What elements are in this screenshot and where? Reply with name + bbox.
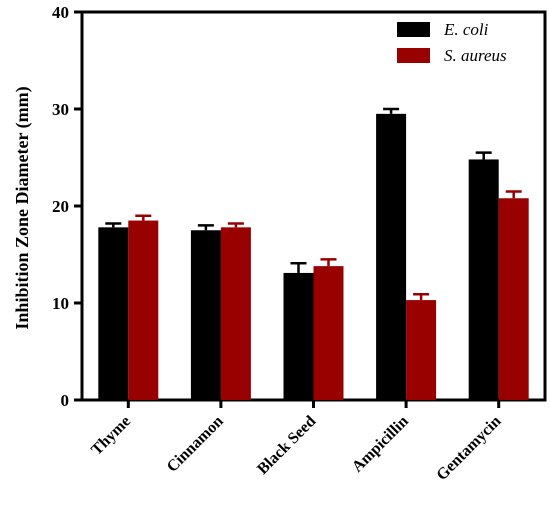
x-tick-label: Thyme — [88, 413, 134, 459]
legend: E. coli S. aureus — [397, 20, 507, 65]
bar-s-aureus — [406, 300, 437, 400]
y-tick-label: 10 — [52, 294, 69, 313]
bar-s-aureus — [220, 227, 251, 400]
y-tick-label: 30 — [52, 100, 69, 119]
bar-e-coli — [283, 272, 314, 400]
bar-e-coli — [98, 227, 129, 400]
legend-swatch — [397, 22, 430, 37]
y-tick-label: 40 — [52, 3, 69, 22]
legend-label: E. coli — [443, 20, 489, 39]
legend-swatch — [397, 48, 430, 63]
y-axis-title: Inhibition Zone Diameter (mm) — [12, 86, 33, 329]
legend-label: S. aureus — [444, 46, 507, 65]
x-tick-label: Cinnamon — [164, 413, 227, 476]
x-tick-label: Ampicillin — [349, 413, 412, 476]
plot-area: 0 10 20 30 40 Thyme Cinnamon Black Seed Ampicill… — [52, 3, 547, 484]
x-tick-label: Black Seed — [254, 413, 319, 478]
bar-e-coli — [376, 113, 407, 400]
y-tick-label: 20 — [52, 197, 69, 216]
bar-s-aureus — [498, 198, 529, 400]
bar-e-coli — [468, 159, 499, 400]
bar-s-aureus — [128, 220, 159, 400]
bar-e-coli — [190, 230, 221, 400]
bar-s-aureus — [313, 266, 344, 400]
y-tick-label: 0 — [61, 391, 70, 410]
x-tick-label: Gentamycin — [433, 413, 504, 484]
